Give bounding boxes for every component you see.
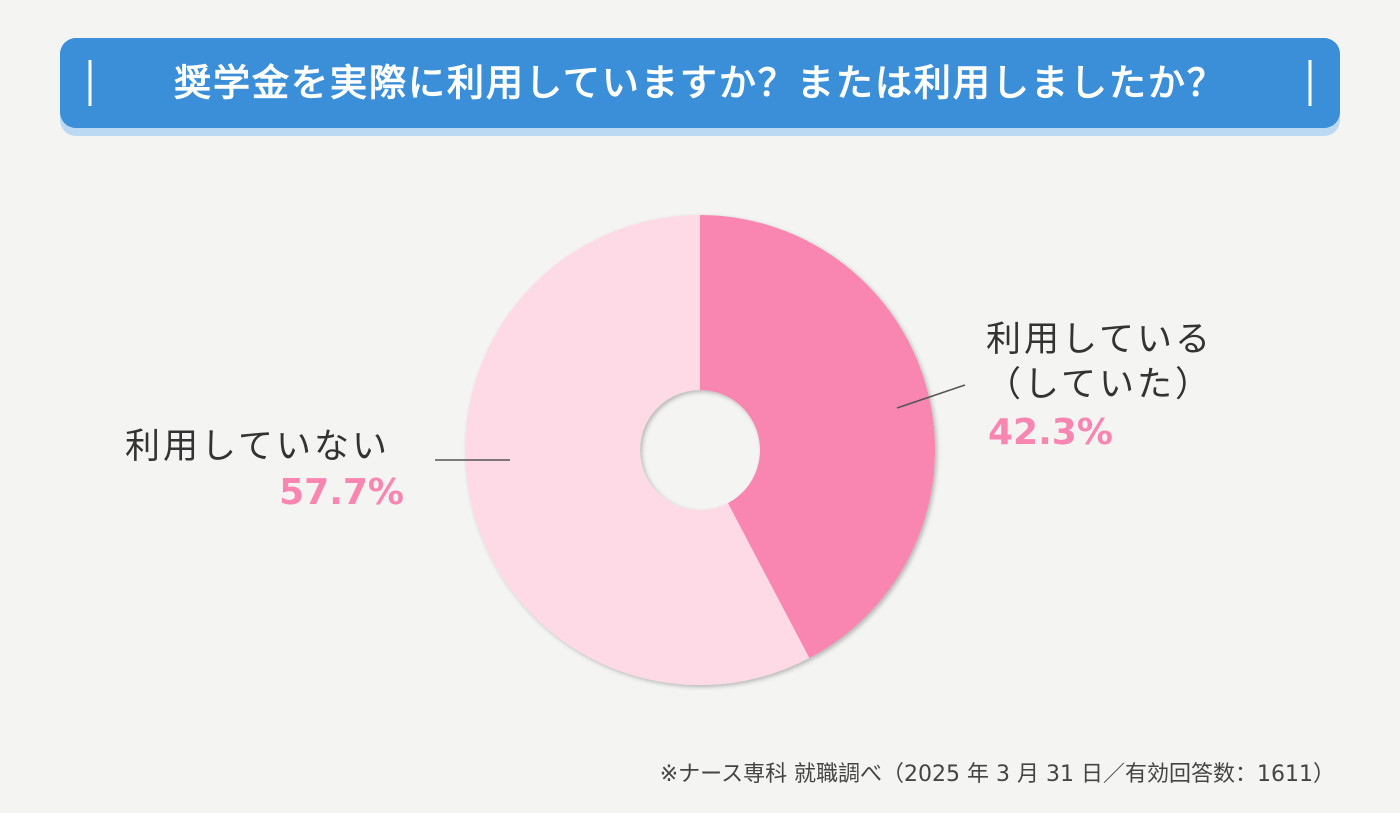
donut bbox=[464, 215, 935, 685]
banner bbox=[60, 38, 1340, 128]
donut-slice bbox=[464, 215, 810, 685]
category-label: 利用している（していた） bbox=[986, 320, 1213, 405]
value-label: 42.3% bbox=[988, 412, 1113, 453]
donut-slice bbox=[700, 215, 935, 659]
value-label: 57.7% bbox=[279, 472, 404, 513]
chart-title: 奨学金を実際に利用していますか？または利用しましたか？ bbox=[174, 62, 1226, 105]
category-label: 利用していない bbox=[125, 427, 390, 467]
footnote: ※ナース専科 就職調べ（2025 年 3 月 31 日／有効回答数：1611） bbox=[660, 762, 1335, 787]
leader-line bbox=[896, 384, 966, 409]
